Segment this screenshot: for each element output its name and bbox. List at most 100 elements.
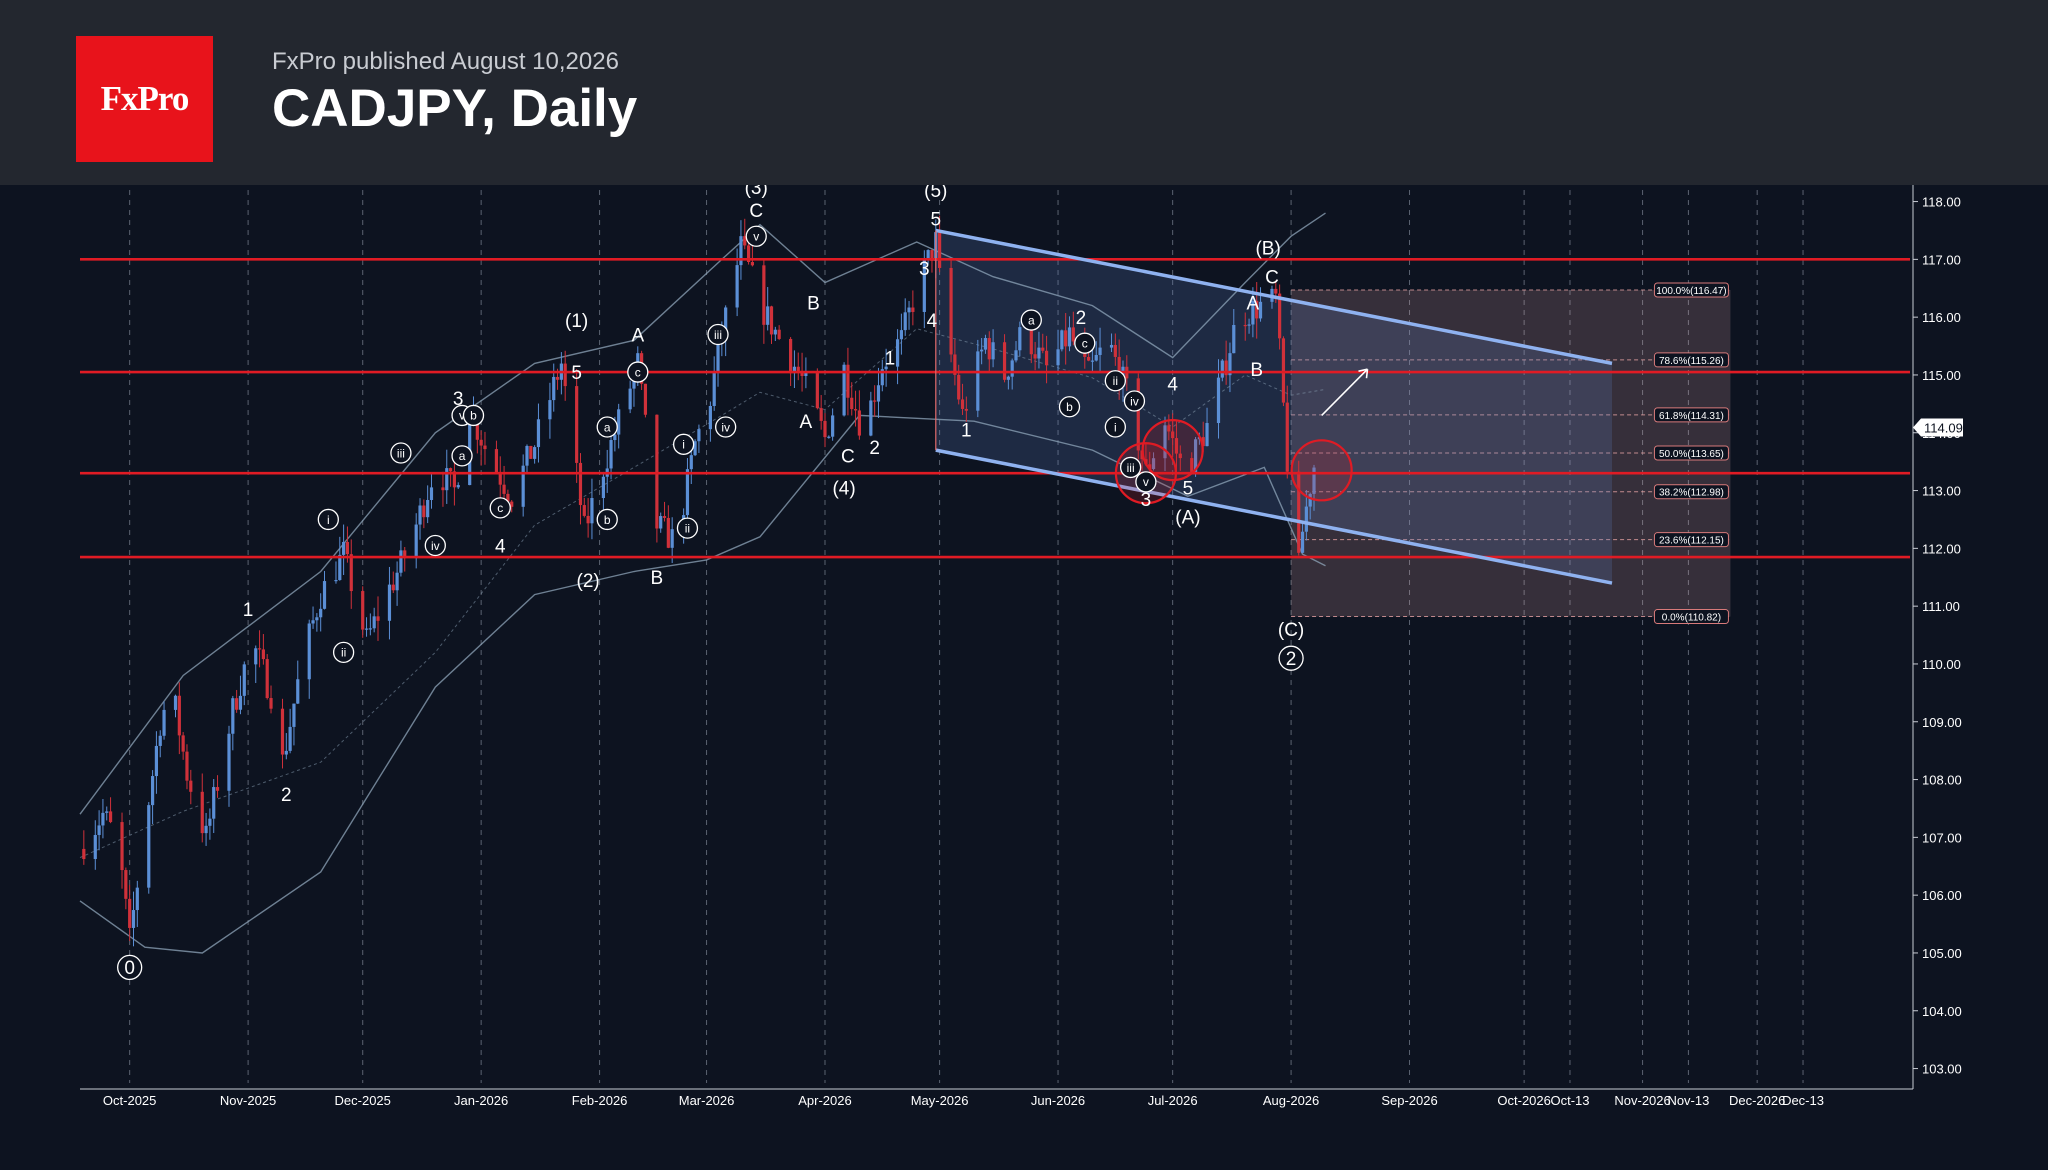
wave-label-circle — [707, 323, 729, 346]
fib-level-label: 100.0%(116.47) — [1656, 286, 1726, 297]
candle-body — [97, 825, 101, 835]
candle-body — [368, 628, 372, 630]
wave-label: C — [1265, 268, 1279, 289]
time-tick-label: Oct-2026 — [1497, 1093, 1550, 1108]
candle-body — [147, 805, 151, 888]
wave-labels: 012iiiiiiiv3vabc4(1)5ab(2)AcBiiiiiiivvC(… — [117, 185, 1304, 981]
candle-body — [1167, 425, 1171, 432]
candle-body — [364, 628, 369, 630]
wave-label: iv — [1130, 394, 1139, 408]
fib-level-label: 78.6%(115.26) — [1659, 356, 1724, 367]
candle-body — [1002, 342, 1007, 380]
fxpro-logo: FxPro — [76, 36, 213, 162]
candle-body — [422, 505, 426, 518]
time-tick-label: Oct-13 — [1550, 1093, 1589, 1108]
candle-body — [850, 397, 854, 410]
candle-body — [907, 307, 911, 313]
fib-level-label: 50.0%(113.65) — [1659, 449, 1724, 460]
candle-body — [930, 250, 934, 261]
time-tick-label: Mar-2026 — [679, 1093, 735, 1108]
price-tick-label: 103.00 — [1922, 1062, 1962, 1077]
wave-label-circle — [1119, 456, 1142, 479]
candle-body — [483, 445, 487, 450]
wave-label: b — [1066, 400, 1073, 414]
candle-body — [792, 366, 797, 374]
candle-body — [743, 236, 747, 246]
candle-body — [666, 517, 670, 548]
candle-body — [399, 550, 403, 573]
candle-body — [685, 469, 690, 516]
candle-body — [609, 440, 613, 469]
candle-body — [269, 698, 273, 709]
candle-body — [1278, 293, 1282, 339]
candle-body — [124, 870, 128, 899]
wave-label: 3 — [1141, 490, 1152, 511]
candle-body — [735, 265, 739, 308]
wave-label: 0 — [124, 958, 135, 979]
candle-body — [154, 745, 159, 777]
price-tick-label: 111.00 — [1922, 599, 1960, 614]
wave-label-circle — [424, 534, 446, 557]
price-tick-label: 115.00 — [1922, 368, 1961, 383]
time-tick-label: Dec-13 — [1782, 1093, 1824, 1108]
channel-upper-line — [935, 228, 1613, 366]
candle-body — [746, 245, 751, 263]
candle-body — [708, 405, 712, 430]
candle-body — [1224, 360, 1228, 376]
candle-body — [689, 455, 693, 470]
wave-label: ii — [685, 521, 690, 535]
wave-label: a — [459, 449, 466, 463]
candle-body — [1090, 360, 1095, 362]
candle-body — [456, 485, 460, 488]
candle-body — [452, 471, 457, 488]
candle-body — [1010, 360, 1014, 377]
candle-body — [789, 338, 793, 374]
candle-body — [533, 447, 537, 459]
candle-body — [1094, 354, 1098, 361]
candle-body — [101, 812, 105, 826]
highlight-circle — [1290, 439, 1353, 502]
candle-body — [880, 369, 884, 386]
wave-label-circle — [317, 508, 339, 531]
bollinger-bands — [79, 212, 1326, 954]
fib-label-box — [1653, 532, 1729, 548]
candle-body — [1247, 324, 1251, 326]
wave-label-circle — [390, 442, 412, 464]
candle-body — [395, 572, 399, 591]
candle-body — [189, 780, 193, 792]
candle-body — [131, 910, 136, 928]
wave-label-circle — [1020, 309, 1042, 331]
candle-body — [280, 708, 285, 755]
candle-body — [494, 449, 499, 473]
candle-body — [804, 371, 808, 376]
time-tick-label: Jul-2026 — [1148, 1093, 1198, 1108]
time-tick-label: Apr-2026 — [798, 1093, 851, 1108]
projection-arrow-line — [1321, 368, 1369, 416]
candle-body — [846, 364, 850, 398]
candle-body — [1297, 471, 1301, 553]
candle-body — [949, 267, 953, 355]
candle-body — [716, 342, 720, 373]
wave-label: v — [459, 409, 465, 423]
wave-label: C — [749, 201, 763, 222]
candle-body — [1251, 300, 1255, 325]
wave-label-circle — [672, 433, 695, 455]
candle-body — [827, 436, 831, 438]
fib-level-label: 61.8%(114.31) — [1659, 411, 1724, 422]
wave-label-circle — [1058, 396, 1081, 418]
candle-body — [307, 623, 311, 680]
candle-body — [510, 501, 514, 507]
price-chart: 100.0%(116.47) 78.6%(115.26) 61.8%(114.31)… — [79, 185, 1963, 1108]
candle-body — [418, 505, 422, 525]
candle-body — [177, 695, 181, 736]
candle-body — [227, 733, 231, 791]
price-tick-label: 117.00 — [1922, 252, 1961, 267]
candle-body — [1041, 347, 1045, 351]
candle-body — [345, 541, 350, 555]
wave-label-circle — [676, 517, 699, 539]
time-tick-label: Nov-2025 — [220, 1093, 276, 1108]
candle-body — [911, 307, 915, 312]
wave-label: iii — [397, 446, 405, 460]
wave-label: i — [327, 513, 330, 527]
price-tick-label: 113.00 — [1922, 484, 1961, 499]
